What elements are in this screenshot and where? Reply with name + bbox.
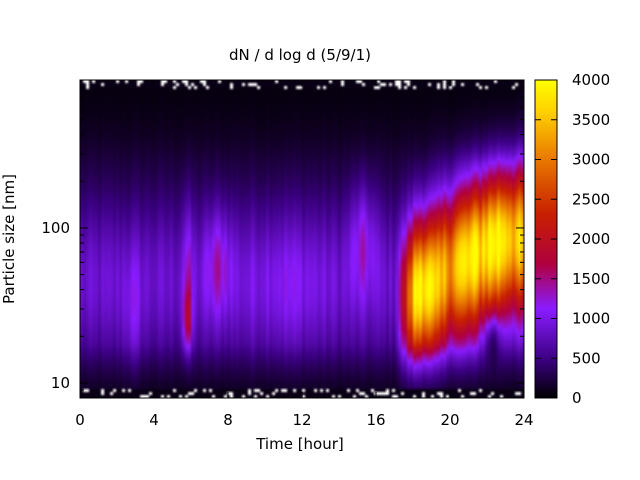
colorbar-tick-label: 4000 <box>572 71 610 89</box>
x-tick-label: 12 <box>292 411 311 429</box>
colorbar-tick-label: 2000 <box>572 230 610 248</box>
y-axis-ticks: 10 100 <box>41 87 524 392</box>
x-tick-label: 16 <box>366 411 385 429</box>
colorbar-tick-label: 3500 <box>572 111 610 129</box>
chart-title: dN / d log d (5/9/1) <box>229 46 371 64</box>
colorbar-tick-label: 2500 <box>572 190 610 208</box>
x-axis-label: Time [hour] <box>255 435 344 453</box>
heatmap-image <box>80 80 524 398</box>
y-axis-label: Particle size [nm] <box>0 174 18 304</box>
colorbar-tick-label: 0 <box>572 389 582 407</box>
colorbar-tick-label: 500 <box>572 349 601 367</box>
colorbar-tick-label: 3000 <box>572 151 610 169</box>
x-tick-label: 8 <box>223 411 233 429</box>
y-tick-label: 10 <box>51 374 70 392</box>
x-tick-label: 24 <box>514 411 533 429</box>
y-tick-label: 100 <box>41 219 70 237</box>
colorbar-tick-label: 1500 <box>572 270 610 288</box>
x-tick-label: 4 <box>149 411 159 429</box>
x-axis-ticks: 0 4 8 12 16 20 24 <box>75 80 534 429</box>
colorbar-ticks: 0 500 1000 1500 2000 2500 3000 3500 4000 <box>535 71 610 407</box>
colorbar-tick-label: 1000 <box>572 310 610 328</box>
x-tick-label: 0 <box>75 411 85 429</box>
x-tick-label: 20 <box>440 411 459 429</box>
